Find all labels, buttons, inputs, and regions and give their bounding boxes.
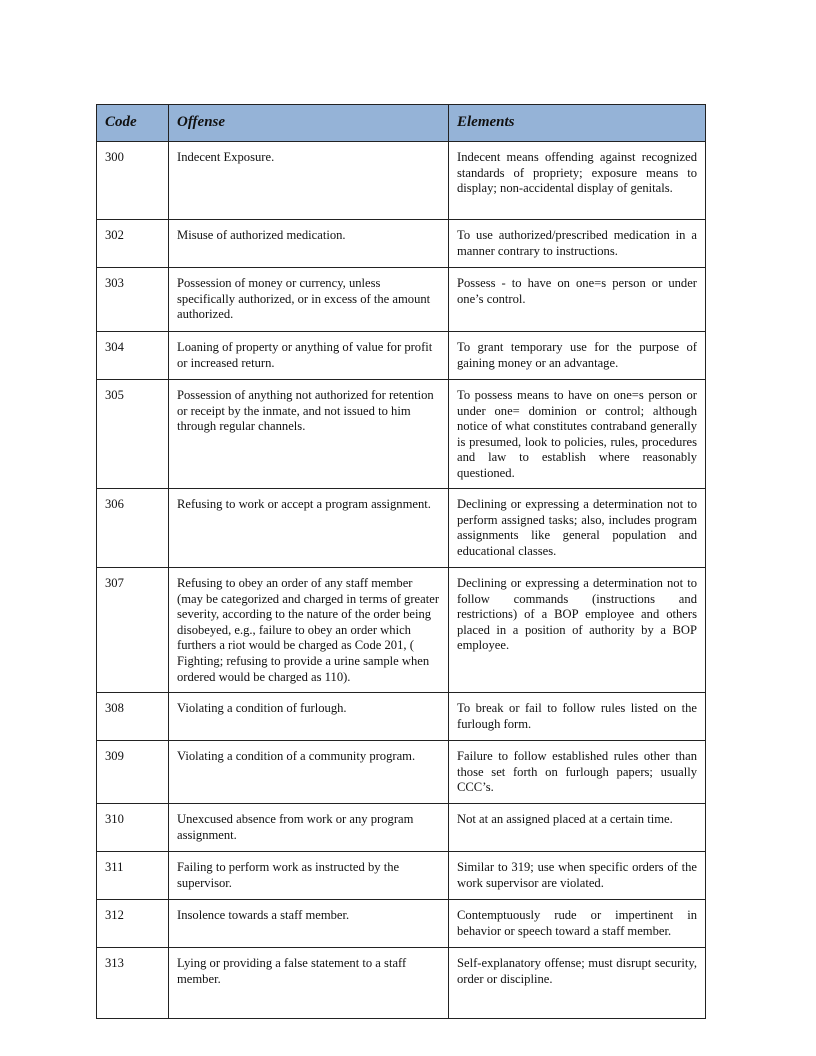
code-cell: 300	[96, 141, 169, 220]
table-row: 309 Violating a condition of a community …	[96, 740, 706, 804]
code-cell: 303	[96, 267, 169, 332]
code-cell: 306	[96, 488, 169, 568]
table-row: 300 Indecent Exposure. Indecent means offe…	[96, 141, 706, 220]
offense-cell: Violating a condition of a community pro…	[168, 740, 449, 804]
code-cell: 311	[96, 851, 169, 900]
table-row: 313 Lying or providing a false statement …	[96, 947, 706, 1019]
header-code: Code	[96, 104, 169, 142]
code-cell: 305	[96, 379, 169, 489]
elements-cell: To possess means to have on one=s person…	[448, 379, 706, 489]
table-row: 310 Unexcused absence from work or any pr…	[96, 803, 706, 852]
offense-cell: Insolence towards a staff member.	[168, 899, 449, 948]
header-elements: Elements	[448, 104, 706, 142]
table-row: 308 Violating a condition of furlough. To …	[96, 692, 706, 741]
code-cell: 302	[96, 219, 169, 268]
header-offense: Offense	[168, 104, 449, 142]
code-cell: 310	[96, 803, 169, 852]
offense-cell: Refusing to work or accept a program ass…	[168, 488, 449, 568]
offense-cell: Failing to perform work as instructed by…	[168, 851, 449, 900]
elements-cell: Not at an assigned placed at a certain t…	[448, 803, 706, 852]
table-row: 307 Refusing to obey an order of any staf…	[96, 567, 706, 693]
code-cell: 312	[96, 899, 169, 948]
elements-cell: To use authorized/prescribed medication …	[448, 219, 706, 268]
table-row: 305 Possession of anything not authorized…	[96, 379, 706, 489]
table-row: 304 Loaning of property or anything of va…	[96, 331, 706, 380]
elements-cell: Similar to 319; use when specific orders…	[448, 851, 706, 900]
offense-cell: Possession of anything not authorized fo…	[168, 379, 449, 489]
offense-cell: Loaning of property or anything of value…	[168, 331, 449, 380]
elements-cell: Possess - to have on one=s person or und…	[448, 267, 706, 332]
offense-cell: Unexcused absence from work or any progr…	[168, 803, 449, 852]
elements-cell: To break or fail to follow rules listed …	[448, 692, 706, 741]
table-row: 303 Possession of money or currency, unle…	[96, 267, 706, 332]
offense-cell: Violating a condition of furlough.	[168, 692, 449, 741]
code-cell: 309	[96, 740, 169, 804]
offense-table: Code Offense Elements 300 Indecent Exposu…	[96, 104, 706, 1019]
table-row: 306 Refusing to work or accept a program …	[96, 488, 706, 568]
elements-cell: Indecent means offending against recogni…	[448, 141, 706, 220]
code-cell: 308	[96, 692, 169, 741]
table-row: 311 Failing to perform work as instructed…	[96, 851, 706, 900]
table-row: 312 Insolence towards a staff member. Cont…	[96, 899, 706, 948]
offense-cell: Lying or providing a false statement to …	[168, 947, 449, 1019]
code-cell: 313	[96, 947, 169, 1019]
elements-cell: Failure to follow established rules othe…	[448, 740, 706, 804]
header-row: Code Offense Elements	[96, 104, 706, 142]
elements-cell: To grant temporary use for the purpose o…	[448, 331, 706, 380]
offense-cell: Refusing to obey an order of any staff m…	[168, 567, 449, 693]
offense-cell: Possession of money or currency, unless …	[168, 267, 449, 332]
elements-cell: Declining or expressing a determination …	[448, 488, 706, 568]
code-cell: 307	[96, 567, 169, 693]
offense-cell: Indecent Exposure.	[168, 141, 449, 220]
elements-cell: Self-explanatory offense; must disrupt s…	[448, 947, 706, 1019]
elements-cell: Declining or expressing a determination …	[448, 567, 706, 693]
elements-cell: Contemptuously rude or impertinent in be…	[448, 899, 706, 948]
offense-cell: Misuse of authorized medication.	[168, 219, 449, 268]
table-row: 302 Misuse of authorized medication. To us…	[96, 219, 706, 268]
code-cell: 304	[96, 331, 169, 380]
